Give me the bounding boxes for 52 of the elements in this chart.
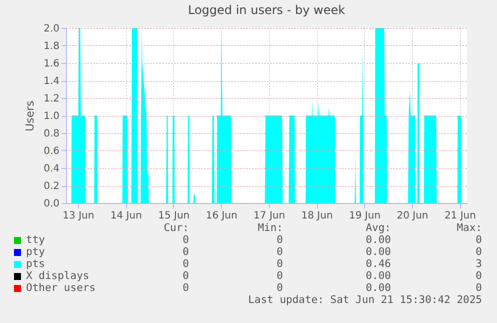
x-tick-label: 17 Jun — [254, 210, 286, 222]
x-tick-label: 13 Jun — [62, 210, 94, 222]
text: 0 — [276, 282, 283, 294]
y-tick-label: 0.0 — [44, 198, 60, 210]
legend-label: pts — [26, 258, 45, 270]
x-tick-label: 18 Jun — [301, 210, 333, 222]
text: 0 — [476, 246, 482, 258]
text: Cur: — [164, 222, 189, 234]
y-tick-label: 1.4 — [44, 76, 60, 87]
text: 0 — [276, 246, 283, 258]
y-tick-label: 0.4 — [44, 164, 60, 174]
text: 0.00 — [366, 234, 391, 246]
text: 3 — [476, 258, 482, 270]
text: 0 — [276, 270, 283, 282]
text: 0 — [276, 234, 283, 246]
legend-label: Other users — [26, 282, 96, 294]
text: Max: — [456, 222, 482, 234]
legend-label: pty — [26, 246, 45, 258]
text: 0 — [276, 258, 283, 270]
text: 0 — [182, 234, 189, 246]
x-tick-label: 20 Jun — [396, 210, 428, 222]
x-tick-label: 21 Jun — [444, 210, 476, 222]
text: 0.00 — [366, 282, 391, 294]
y-tick-label: 1.8 — [44, 41, 60, 52]
text: 0 — [476, 234, 482, 246]
x-tick-label: 16 Jun — [206, 210, 238, 222]
text: Last update: Sat Jun 21 15:30:42 2025 — [248, 294, 482, 306]
legend-label: X displays — [26, 270, 90, 282]
x-tick-label: 14 Jun — [110, 210, 142, 222]
y-axis-title: Users — [24, 100, 37, 132]
y-tick-label: 2.0 — [44, 24, 60, 34]
legend-label: tty — [26, 234, 45, 246]
text: 0 — [182, 258, 189, 270]
y-tick-label: 1.6 — [44, 58, 60, 70]
y-tick-label: 1.2 — [44, 94, 60, 104]
x-tick-label: 19 Jun — [349, 210, 381, 222]
chart-title: Logged in users - by week — [188, 3, 346, 17]
y-tick-label: 0.2 — [44, 181, 60, 192]
text: 0.00 — [366, 246, 391, 258]
text: 0.46 — [366, 258, 391, 270]
y-tick-label: 1.0 — [44, 111, 60, 122]
text: 0 — [182, 282, 189, 294]
text: 0 — [182, 246, 189, 258]
text: Min: — [258, 222, 283, 234]
y-tick-label: 0.6 — [44, 146, 60, 157]
text: Avg: — [366, 222, 391, 234]
x-tick-label: 15 Jun — [158, 210, 190, 222]
text: 0 — [476, 270, 482, 282]
text: 0 — [476, 282, 482, 294]
text: 0.00 — [366, 270, 391, 282]
y-tick-label: 0.8 — [44, 128, 60, 140]
text: 0 — [182, 270, 189, 282]
